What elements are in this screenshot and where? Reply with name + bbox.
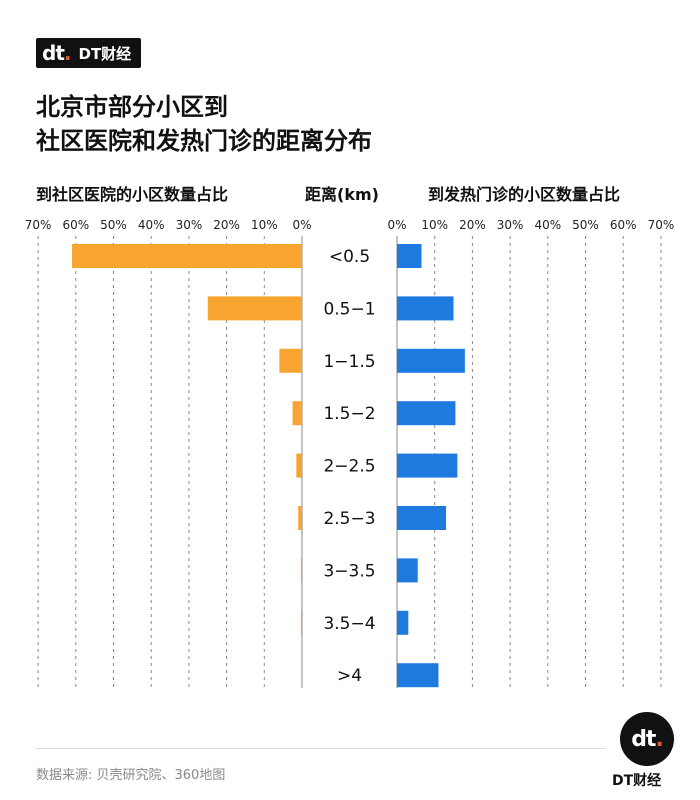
- right-bar: [397, 296, 454, 321]
- distance-header: 距离(km): [305, 185, 379, 204]
- right-bar: [397, 506, 447, 530]
- right-tick-label: 10%: [421, 218, 448, 232]
- left-series-header: 到社区医院的小区数量占比: [36, 185, 229, 204]
- category-label: 3−3.5: [323, 561, 375, 581]
- category-label: 1.5−2: [323, 404, 375, 424]
- title-line-2: 社区医院和发热门诊的距离分布: [36, 127, 372, 155]
- category-label: <0.5: [329, 247, 370, 267]
- footer-divider: [36, 748, 606, 749]
- category-label: 0.5−1: [323, 299, 375, 319]
- left-tick-label: 40%: [138, 218, 165, 232]
- left-tick-label: 60%: [62, 218, 89, 232]
- category-label: 2−2.5: [323, 457, 375, 477]
- brand-logo: dt. DT财经: [36, 38, 142, 68]
- right-series-header: 到发热门诊的小区数量占比: [428, 185, 621, 204]
- left-tick-label: 20%: [213, 218, 240, 232]
- left-tick-label: 70%: [25, 218, 52, 232]
- left-bar: [72, 244, 302, 268]
- title-line-1: 北京市部分小区到: [36, 93, 228, 121]
- category-label: 2.5−3: [323, 509, 375, 529]
- left-tick-label: 10%: [251, 218, 278, 232]
- left-tick-label: 30%: [176, 218, 203, 232]
- dt-logo-mark: dt.: [42, 41, 71, 65]
- left-bar: [296, 453, 302, 478]
- dt-logo-circle: dt.: [620, 712, 674, 766]
- left-bar: [300, 558, 302, 583]
- left-tick-label: 0%: [292, 218, 311, 232]
- left-bar: [300, 610, 302, 635]
- brand-name: DT财经: [78, 44, 132, 63]
- right-tick-label: 50%: [572, 218, 599, 232]
- left-bar: [298, 506, 302, 530]
- right-tick-label: 30%: [497, 218, 524, 232]
- left-bar: [207, 296, 302, 321]
- right-bar: [397, 453, 458, 478]
- category-label: >4: [337, 666, 362, 686]
- right-tick-label: 20%: [459, 218, 486, 232]
- left-bar: [279, 348, 302, 373]
- right-tick-label: 60%: [610, 218, 637, 232]
- brand-name-bottom: DT财经: [612, 773, 662, 789]
- right-tick-label: 40%: [534, 218, 561, 232]
- right-bar: [397, 610, 409, 635]
- data-source: 数据来源: 贝壳研究院、360地图: [36, 768, 226, 783]
- right-bar: [397, 558, 418, 583]
- category-label: 3.5−4: [323, 614, 375, 634]
- right-bar: [397, 244, 422, 268]
- right-tick-label: 0%: [387, 218, 406, 232]
- left-tick-label: 50%: [100, 218, 127, 232]
- right-bar: [397, 348, 465, 373]
- right-bar: [397, 401, 456, 426]
- chart-title: 北京市部分小区到 社区医院和发热门诊的距离分布: [36, 90, 372, 158]
- left-bar: [292, 401, 302, 426]
- category-label: 1−1.5: [323, 352, 375, 372]
- right-tick-label: 70%: [648, 218, 675, 232]
- right-bar: [397, 663, 439, 688]
